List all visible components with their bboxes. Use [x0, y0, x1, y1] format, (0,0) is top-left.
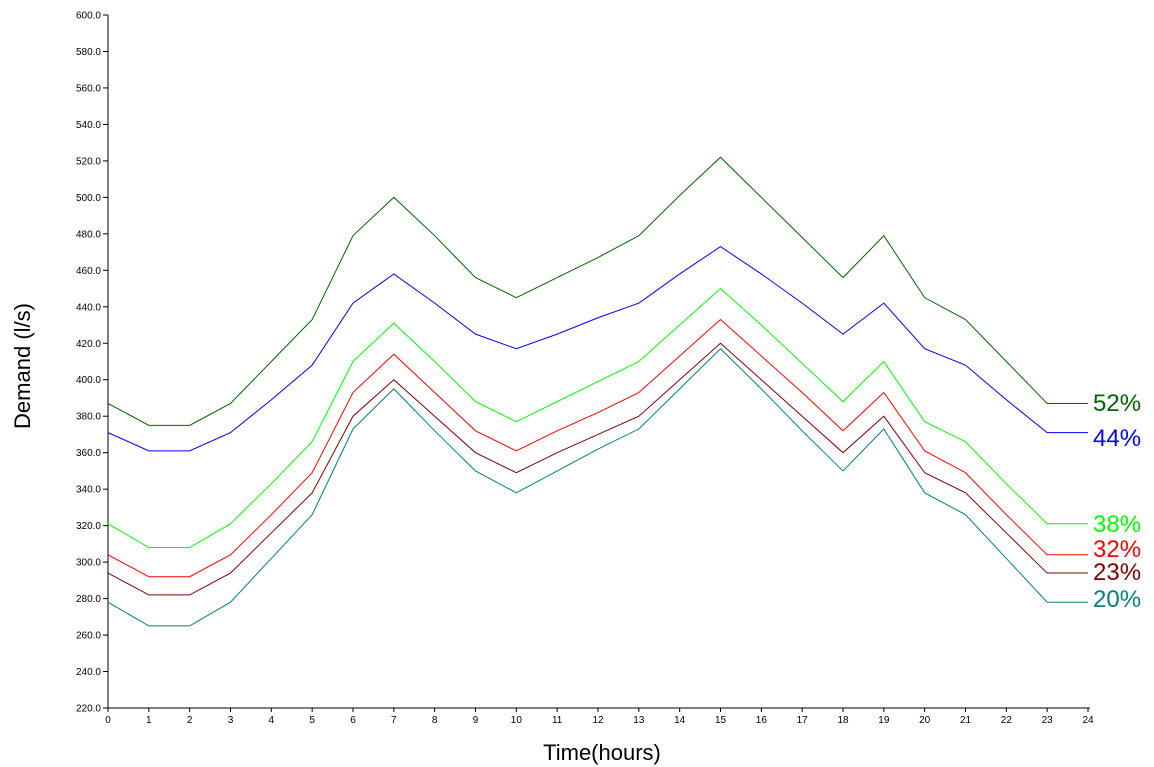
x-tick-label: 24	[1082, 715, 1094, 726]
y-tick-label: 220.0	[76, 704, 101, 715]
x-tick-label: 5	[309, 715, 315, 726]
series-lines	[107, 156, 1088, 627]
x-tick-label: 20	[919, 715, 931, 726]
x-tick-label: 2	[187, 715, 193, 726]
x-tick-label: 13	[633, 715, 645, 726]
series-line-44pct	[107, 246, 1088, 452]
y-tick-label: 520.0	[76, 156, 101, 167]
x-tick-label: 9	[473, 715, 479, 726]
y-tick-label: 420.0	[76, 339, 101, 350]
series-label-32pct: 32%	[1093, 536, 1141, 563]
y-tick-label: 340.0	[76, 485, 101, 496]
x-tick-label: 4	[269, 715, 275, 726]
series-label-44pct: 44%	[1093, 425, 1141, 452]
y-tick-label: 560.0	[76, 83, 101, 94]
x-tick-label: 22	[1001, 715, 1013, 726]
x-tick-label: 10	[511, 715, 523, 726]
y-tick-label: 400.0	[76, 375, 101, 386]
series-line-32pct	[107, 318, 1088, 578]
x-axis-title: Time(hours)	[543, 740, 661, 765]
y-tick-label: 540.0	[76, 120, 101, 131]
series-labels: 52% 44% 38%32%23%20%	[1093, 390, 1141, 613]
y-tick-label: 260.0	[76, 631, 101, 642]
series-label-20pct: 20%	[1093, 586, 1141, 613]
series-line-38pct	[107, 287, 1088, 549]
x-tick-label: 17	[797, 715, 809, 726]
axes	[107, 15, 1090, 709]
series-line-23pct	[107, 342, 1088, 596]
y-tick-label: 460.0	[76, 266, 101, 277]
x-tick-label: 16	[756, 715, 768, 726]
x-tick-label: 12	[592, 715, 604, 726]
x-tick-label: 19	[878, 715, 890, 726]
series-label-23pct: 23%	[1093, 559, 1141, 586]
x-tick-label: 6	[350, 715, 356, 726]
series-line-52pct	[107, 156, 1088, 426]
y-tick-label: 500.0	[76, 193, 101, 204]
x-tick-label: 23	[1042, 715, 1054, 726]
x-tick-label: 7	[391, 715, 397, 726]
series-label-38pct: 38%	[1093, 511, 1141, 538]
series-label-52pct: 52%	[1093, 390, 1141, 417]
x-tick-label: 3	[228, 715, 234, 726]
x-tick-label: 14	[674, 715, 686, 726]
y-tick-label: 360.0	[76, 448, 101, 459]
x-tick-label: 1	[146, 715, 152, 726]
x-tick-label: 11	[552, 715, 563, 726]
x-tick-label: 21	[960, 715, 972, 726]
y-tick-label: 480.0	[76, 229, 101, 240]
x-ticks: 0 1 2 3 4 5 6 7 8 9 10 11 12 13 14 15 16 17 18 19 20 21 22 23 24	[105, 708, 1094, 726]
y-tick-label: 380.0	[76, 412, 101, 423]
y-ticks: 220.0 240.0 260.0 280.0 300.0 320.0 340.0 360.0…	[76, 11, 108, 715]
y-tick-label: 280.0	[76, 594, 101, 605]
x-tick-label: 8	[432, 715, 438, 726]
y-tick-label: 580.0	[76, 47, 101, 58]
y-tick-label: 300.0	[76, 558, 101, 569]
y-tick-label: 320.0	[76, 521, 101, 532]
x-tick-label: 18	[837, 715, 849, 726]
x-tick-label: 15	[715, 715, 727, 726]
y-tick-label: 440.0	[76, 302, 101, 313]
y-tick-label: 240.0	[76, 667, 101, 678]
y-axis-title: Demand (l/s)	[10, 303, 35, 429]
y-tick-label: 600.0	[76, 11, 101, 22]
x-tick-label: 0	[105, 715, 111, 726]
series-line-20pct	[107, 348, 1088, 627]
